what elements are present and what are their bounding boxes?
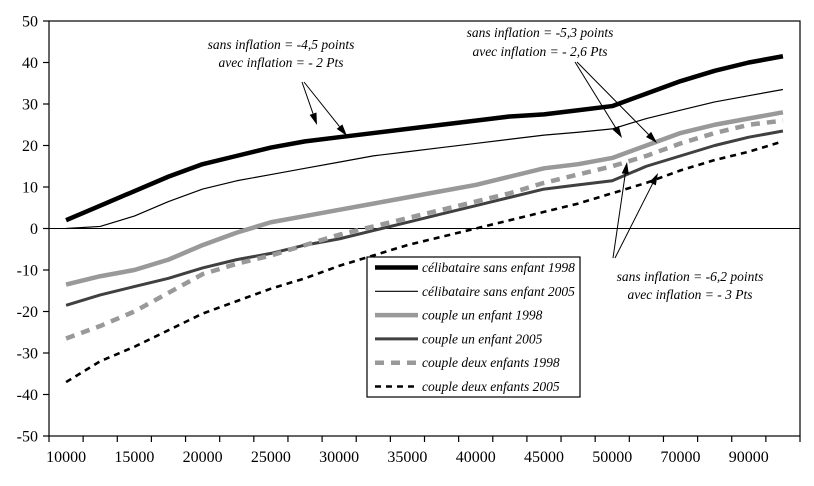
legend-box [366,256,581,398]
annotation-0-text-1: avec inflation = - 2 Pts [219,55,344,70]
annotation-2-arrow-0-head [621,162,629,175]
y-tick-label: 0 [30,221,38,238]
x-tick-label: 10000 [46,449,86,466]
annotation-2-text-0: sans inflation = -6,2 points [617,269,764,284]
y-tick-label: 30 [22,97,38,114]
y-tick-label: 40 [22,55,38,72]
legend-entry-label-1: célibataire sans enfant 2005 [422,284,575,299]
annotation-1-arrow-0-line [574,61,617,129]
annotation-1-arrow-1-head [646,131,657,143]
annotation-1-text-1: avec inflation = - 2,6 Pts [472,44,607,59]
annotation-1-arrow-0-head [612,125,622,138]
series-line-0 [65,54,784,223]
x-tick-label: 15000 [114,449,154,466]
x-tick-label: 70000 [661,449,701,466]
series-line-2 [65,110,784,287]
y-tick-label: -20 [17,304,38,321]
series-line-4 [65,118,784,341]
annotation-1-arrow-1-line [576,61,649,135]
series-line-5 [65,140,784,384]
x-tick-label: 35000 [387,449,427,466]
annotation-0-text-0: sans inflation = -4,5 points [208,37,355,52]
annotation-0-arrow-0-head [309,112,317,125]
legend-entry-label-5: couple deux enfants 2005 [422,379,560,394]
series-line-1 [66,88,784,230]
annotation-2-text-1: avec inflation = - 3 Pts [628,287,753,302]
y-tick-label: 50 [22,14,38,31]
annotation-2-arrow-0-line [612,173,626,259]
annotation-2-arrow-1-line [614,183,654,259]
x-tick-label: 20000 [183,449,223,466]
y-tick-label: -40 [17,387,38,404]
y-tick-label: -50 [17,429,38,446]
annotation-2-arrow-1-head [649,173,658,186]
x-tick-label: 40000 [456,449,496,466]
legend-entry-label-4: couple deux enfants 1998 [422,355,560,370]
annotation-0-arrow-1-line [303,81,340,127]
annotation-1-text-0: sans inflation = -5,3 points [467,25,614,40]
y-tick-label: -10 [17,263,38,280]
y-tick-label: 20 [22,138,38,155]
y-tick-label: -30 [17,346,38,363]
x-tick-label: 90000 [729,449,769,466]
legend-entry-label-0: célibataire sans enfant 1998 [422,260,575,275]
series-line-3 [65,129,784,307]
annotation-0-arrow-1-head [336,124,347,136]
legend-entry-label-3: couple un enfant 2005 [422,331,543,346]
legend-entry-label-2: couple un enfant 1998 [422,308,543,323]
x-tick-label: 30000 [319,449,359,466]
y-tick-label: 10 [22,180,38,197]
x-tick-label: 45000 [524,449,564,466]
annotation-0-arrow-0-line [301,81,314,114]
x-tick-label: 25000 [251,449,291,466]
x-tick-label: 50000 [592,449,632,466]
